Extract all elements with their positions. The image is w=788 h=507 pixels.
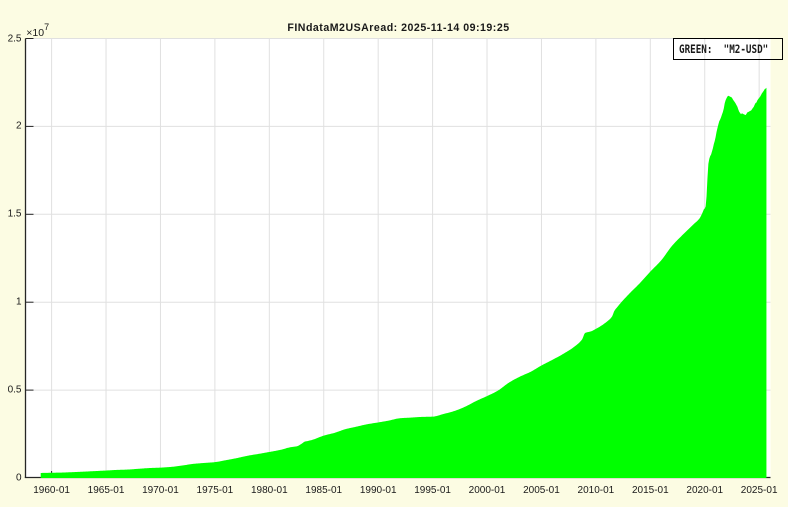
y-tick-label: 1 [15,296,22,308]
x-tick-label: 2000-01 [468,484,506,496]
y-tick-label: 1.5 [7,208,22,220]
x-tick-label: 2005-01 [523,484,560,496]
x-tick-label: 2020-01 [686,484,724,496]
x-tick-label: 2010-01 [577,484,615,496]
x-tick-label: 2015-01 [631,484,669,496]
x-tick-label: 1985-01 [305,484,343,496]
legend-box[interactable]: GREEN: "M2-USD" [673,38,783,61]
x-tick-label: 1980-01 [250,484,288,496]
x-tick-label: 1995-01 [414,484,451,496]
y-tick-label: 2.5 [7,33,22,44]
x-tick-label: 1965-01 [87,484,125,496]
y-tick-label: 0.5 [7,384,22,396]
x-tick-label: 1960-01 [33,484,70,496]
y-axis-exponent-label: ×107 [26,23,49,39]
series-area-m2-usd [40,87,767,478]
x-tick-label: 2025-01 [740,484,778,496]
x-tick-label: 1990-01 [359,484,397,496]
y-axis-exponent-power: 7 [44,22,50,32]
chart-title: FINdataM2USAread: 2025-11-14 09:19:25 [287,22,510,35]
y-axis-tick-labels: 0 0.5 1 1.5 2 2.5 [0,0,22,507]
y-tick-label: 2 [15,120,22,132]
x-tick-label: 1970-01 [142,484,179,496]
x-tick-label: 1975-01 [196,484,234,496]
legend-entry-m2-usd: GREEN: "M2-USD" [679,42,769,56]
y-axis-exponent-base: ×10 [26,26,45,39]
y-tick-label: 0 [15,472,22,484]
